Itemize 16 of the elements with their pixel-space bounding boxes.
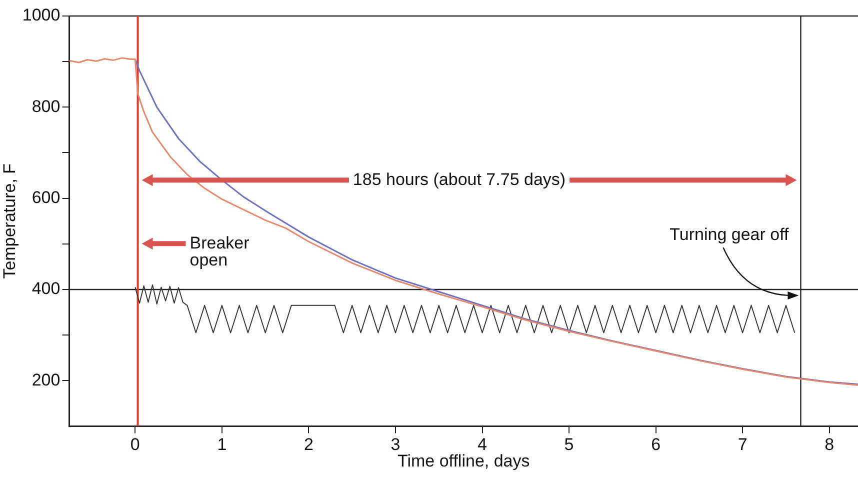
x-tick-label: 0 <box>130 435 140 454</box>
y-tick-label: 600 <box>32 188 60 207</box>
y-tick-label: 400 <box>32 279 60 298</box>
x-tick-label: 5 <box>564 435 574 454</box>
x-tick-label: 8 <box>824 435 834 454</box>
y-tick-label: 200 <box>32 370 60 390</box>
y-tick-label: 1000 <box>22 6 60 25</box>
x-tick-label: 6 <box>651 435 661 454</box>
annotation: 185 hours (about 7.75 days) <box>352 170 566 189</box>
ref-line-label: Turning gear off <box>670 225 789 244</box>
x-tick-label: 1 <box>217 435 227 454</box>
y-tick-label: 800 <box>32 96 60 116</box>
x-tick-label: 7 <box>738 435 748 454</box>
annotation: Breaker open <box>190 233 250 270</box>
x-tick-label: 2 <box>304 435 314 454</box>
y-axis-title: Temperature, F <box>0 163 19 279</box>
